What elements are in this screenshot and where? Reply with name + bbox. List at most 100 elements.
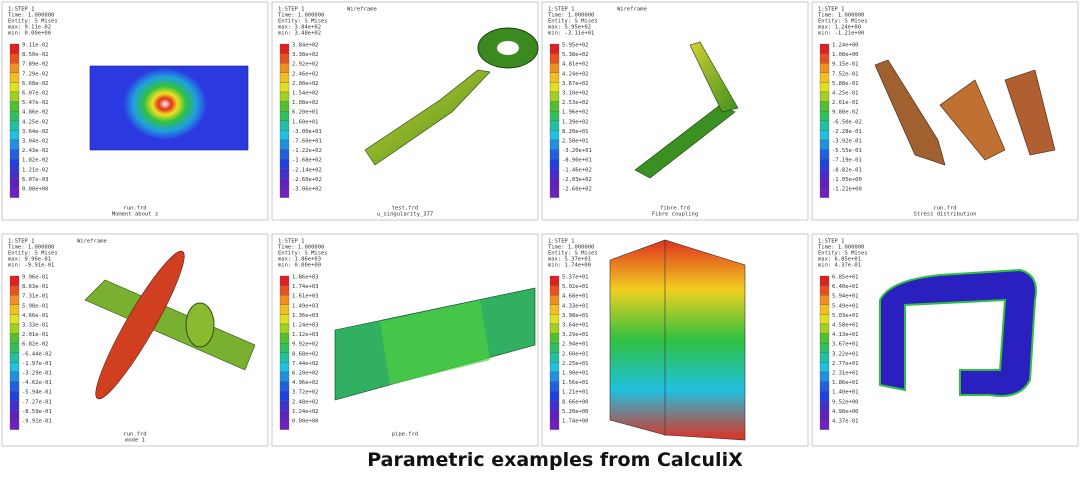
legend-label: -2.14e+02 (292, 167, 322, 173)
legend-label: 3.72e+02 (292, 390, 319, 396)
legend-swatch (9, 187, 20, 198)
legend-label: 9.96e-01 (22, 275, 49, 281)
legend-swatch (819, 410, 830, 421)
legend-label: 6.40e+01 (832, 284, 859, 290)
legend-swatch (279, 285, 290, 296)
legend-label: 1.21e+01 (562, 390, 589, 396)
legend-label: -2.28e-01 (832, 129, 862, 135)
legend-swatch (549, 295, 560, 305)
legend-swatch (549, 159, 560, 169)
legend-swatch (549, 419, 560, 430)
legend-swatch (279, 187, 290, 198)
legend-swatch (819, 285, 830, 296)
legend-swatch (9, 91, 20, 102)
legend-swatch (549, 275, 560, 286)
view-label: Wireframe (617, 7, 647, 13)
legend-label: -6.50e-02 (832, 119, 862, 125)
header-line: max: 5.37e+01 (548, 257, 591, 263)
legend-label: 2.94e+01 (562, 342, 589, 348)
legend-label: 1.49e+03 (292, 303, 319, 309)
legend-swatch (819, 101, 830, 112)
header-line: Entity: S Mises (278, 19, 328, 25)
footer-line: Moment about z (112, 212, 158, 218)
legend-label: 7.52e-01 (832, 71, 859, 77)
legend-label: 4.25e-01 (832, 91, 859, 97)
legend-swatch (279, 304, 290, 315)
legend-swatch (9, 63, 20, 73)
legend-swatch (279, 178, 290, 189)
legend-label: -1.21e+00 (832, 187, 862, 193)
caption: Parametric examples from CalculiX (367, 449, 743, 471)
legend-label: 1.96e+02 (562, 110, 589, 116)
legend-label: -2.60e+02 (562, 187, 592, 193)
legend-label: 5.47e-02 (22, 100, 49, 106)
header-line: Time: 1.000000 (278, 13, 324, 19)
model-panels (874, 59, 1056, 166)
header-line: min: -9.91e-01 (8, 263, 54, 269)
legend-swatch (819, 275, 830, 286)
legend-label: 3.33e-01 (22, 323, 49, 329)
legend-label: 5.88e-01 (832, 81, 859, 87)
legend-swatch (549, 53, 560, 64)
header-line: 1:STEP 1 (8, 7, 35, 13)
legend-swatch (9, 101, 20, 112)
legend-label: 6.68e-02 (22, 81, 49, 87)
footer-line: run.frd (123, 206, 146, 212)
legend-swatch (549, 381, 560, 392)
header-line: max: 5.95e+02 (548, 25, 591, 31)
header-line: Entity: S Mises (818, 19, 868, 25)
legend-swatch (9, 333, 20, 344)
model-bracket (364, 27, 539, 166)
legend-label: 2.31e+01 (832, 371, 859, 377)
legend-swatch (549, 101, 560, 112)
model-l-beam (634, 41, 739, 179)
header-line: Time: 1.000000 (8, 13, 54, 19)
legend-label: 3.84e+02 (292, 43, 319, 49)
legend-label: 1.24e+00 (832, 43, 859, 49)
legend-swatch (819, 72, 830, 83)
legend-label: -3.29e-01 (22, 371, 52, 377)
legend-label: -1.22e+02 (292, 148, 322, 154)
legend-swatch (549, 139, 560, 150)
legend-label: 1.60e+01 (292, 119, 319, 125)
legend-swatch (9, 391, 20, 401)
legend-swatch (9, 43, 20, 54)
legend-swatch (9, 410, 20, 421)
legend-label: 8.50e-02 (22, 52, 49, 58)
legend-label: -1.97e-01 (22, 361, 52, 367)
legend-label: 5.95e+02 (562, 43, 589, 49)
legend-label: 4.58e+01 (832, 323, 859, 329)
legend-swatch (549, 187, 560, 198)
legend-label: 3.67e+01 (832, 342, 859, 348)
legend-label: -2.60e+02 (292, 177, 322, 183)
legend-label: 3.10e+02 (562, 91, 589, 97)
legend-swatch (9, 159, 20, 169)
header-line: Time: 1.000000 (278, 245, 324, 251)
legend-swatch (279, 391, 290, 401)
legend-label: -5.94e-01 (22, 390, 52, 396)
legend-label: 5.20e+00 (562, 409, 589, 415)
legend-label: 2.92e+02 (292, 62, 319, 68)
legend-swatch (9, 323, 20, 334)
legend-swatch (9, 400, 20, 411)
legend-swatch (549, 120, 560, 131)
footer-line: run.frd (933, 206, 956, 212)
footer-line: run.frd (123, 432, 146, 438)
header-line: max: 3.84e+02 (278, 25, 321, 31)
legend-swatch (819, 168, 830, 179)
legend-label: 4.25e-02 (22, 119, 49, 125)
legend-swatch (819, 120, 830, 131)
legend-swatch (819, 178, 830, 189)
legend-label: 5.38e+02 (562, 52, 589, 58)
legend-label: -5.55e-01 (832, 148, 862, 154)
header-line: max: 6.85e+01 (818, 257, 861, 263)
legend-label: 9.92e+02 (292, 342, 319, 348)
legend-swatch (549, 91, 560, 102)
legend-swatch (549, 111, 560, 121)
legend-swatch (549, 285, 560, 296)
legend-swatch (279, 43, 290, 54)
header-line: 1:STEP 1 (548, 7, 575, 13)
legend-swatch (549, 323, 560, 334)
legend-label: 4.96e+02 (292, 380, 319, 386)
